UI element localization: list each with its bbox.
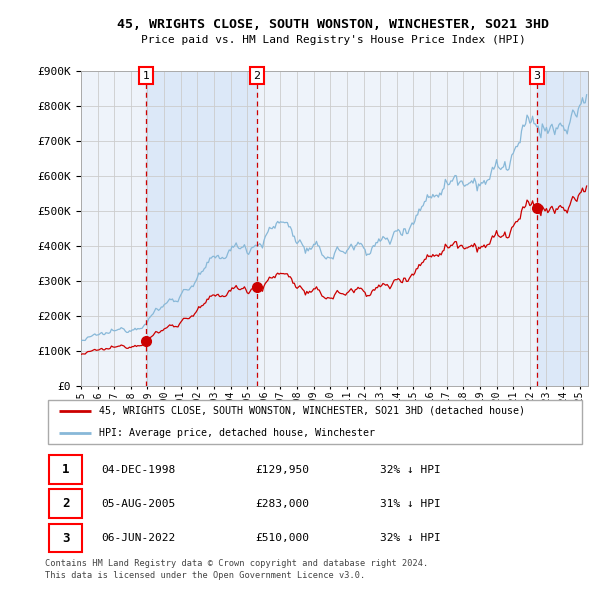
Text: £129,950: £129,950 [256,465,310,474]
Text: Contains HM Land Registry data © Crown copyright and database right 2024.: Contains HM Land Registry data © Crown c… [45,559,428,568]
Text: 1: 1 [143,71,149,81]
Text: 2: 2 [62,497,69,510]
Text: 06-JUN-2022: 06-JUN-2022 [101,533,176,543]
Text: 45, WRIGHTS CLOSE, SOUTH WONSTON, WINCHESTER, SO21 3HD (detached house): 45, WRIGHTS CLOSE, SOUTH WONSTON, WINCHE… [99,406,525,416]
FancyBboxPatch shape [49,524,82,552]
FancyBboxPatch shape [49,455,82,484]
FancyBboxPatch shape [48,399,582,444]
Text: 3: 3 [533,71,541,81]
Text: This data is licensed under the Open Government Licence v3.0.: This data is licensed under the Open Gov… [45,571,365,579]
Text: 32% ↓ HPI: 32% ↓ HPI [380,465,440,474]
Text: 05-AUG-2005: 05-AUG-2005 [101,499,176,509]
FancyBboxPatch shape [49,490,82,518]
Text: 32% ↓ HPI: 32% ↓ HPI [380,533,440,543]
Text: 04-DEC-1998: 04-DEC-1998 [101,465,176,474]
Text: Price paid vs. HM Land Registry's House Price Index (HPI): Price paid vs. HM Land Registry's House … [140,35,526,45]
Text: £510,000: £510,000 [256,533,310,543]
Text: 45, WRIGHTS CLOSE, SOUTH WONSTON, WINCHESTER, SO21 3HD: 45, WRIGHTS CLOSE, SOUTH WONSTON, WINCHE… [117,18,549,31]
Text: £283,000: £283,000 [256,499,310,509]
Text: 1: 1 [62,463,69,476]
Bar [146,71,257,386]
Text: 31% ↓ HPI: 31% ↓ HPI [380,499,440,509]
Text: 3: 3 [62,532,69,545]
Bar [537,71,588,386]
Text: HPI: Average price, detached house, Winchester: HPI: Average price, detached house, Winc… [99,428,375,438]
Text: 2: 2 [253,71,260,81]
